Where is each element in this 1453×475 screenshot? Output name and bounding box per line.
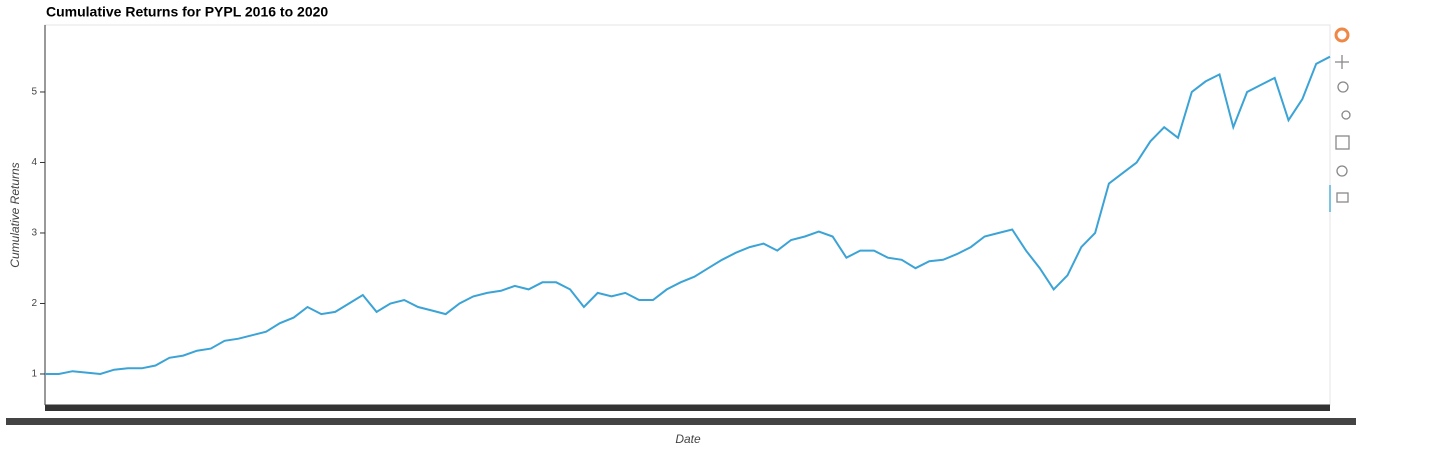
y-tick-label: 3 [31, 228, 37, 239]
y-tick-label: 2 [31, 298, 37, 309]
y-tick-label: 4 [31, 157, 37, 168]
x-axis-label: Date [675, 432, 701, 446]
pan-tool[interactable] [1335, 55, 1349, 69]
y-tick-label: 1 [31, 369, 37, 380]
toolbar [1329, 27, 1351, 212]
box-zoom-tool[interactable] [1337, 81, 1349, 93]
wheel-zoom-tool[interactable] [1341, 110, 1351, 120]
y-tick-label: 5 [31, 87, 37, 98]
save-tool[interactable] [1335, 135, 1350, 150]
series-line [45, 55, 1331, 376]
hover-tool[interactable] [1336, 192, 1349, 203]
y-axis-label: Cumulative Returns [8, 162, 22, 267]
reset-tool[interactable] [1336, 165, 1348, 177]
plot-frame [44, 24, 1331, 406]
x-tick-marks [45, 405, 1330, 411]
x-tick-labels-overlap [6, 418, 1356, 425]
bokeh-logo[interactable] [1334, 27, 1350, 43]
chart-title: Cumulative Returns for PYPL 2016 to 2020 [46, 4, 328, 20]
